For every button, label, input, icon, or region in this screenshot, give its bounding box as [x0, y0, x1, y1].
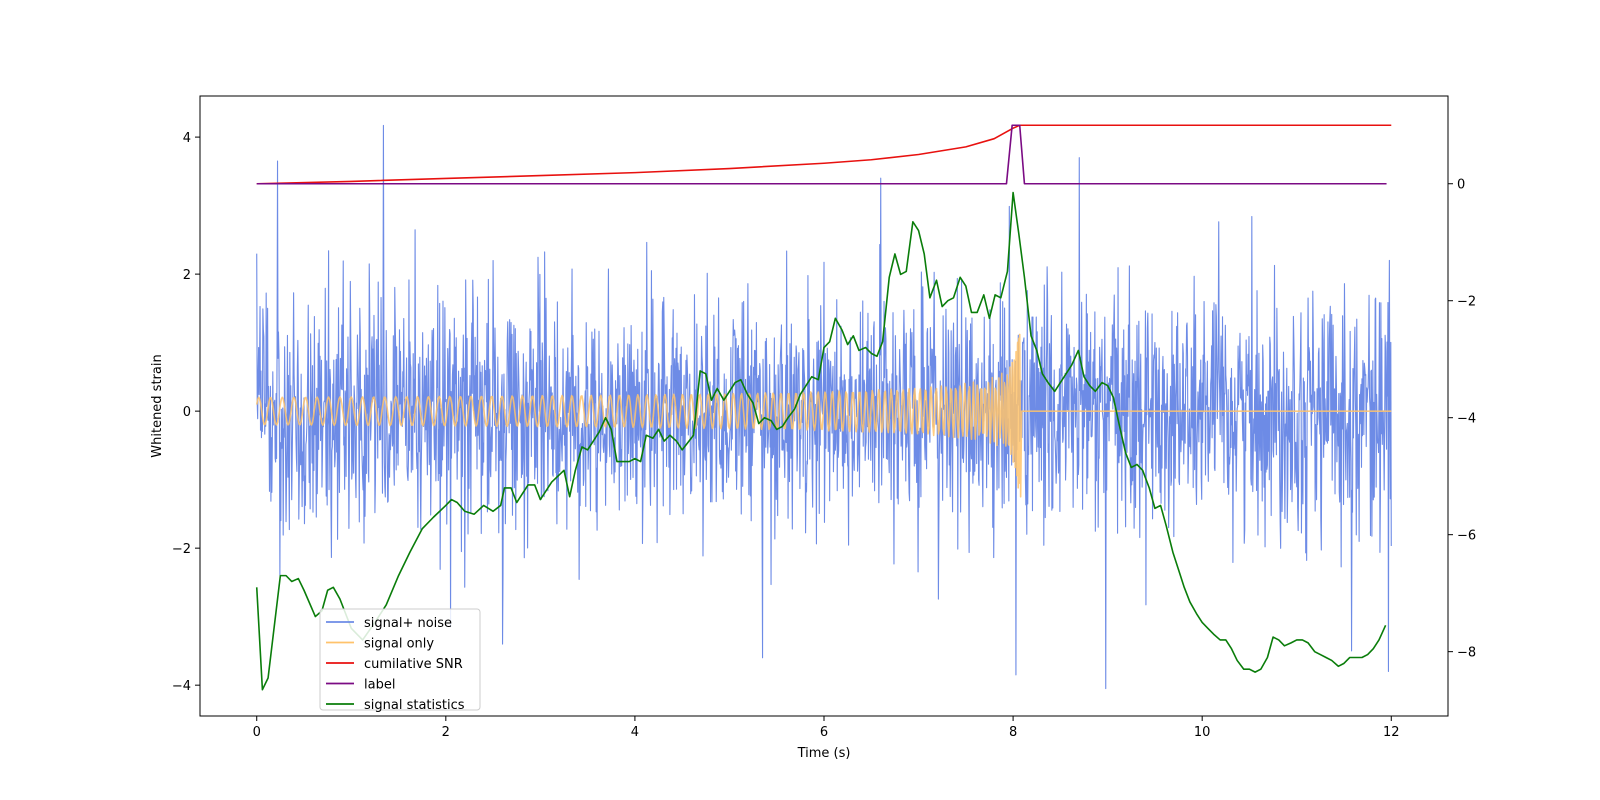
- y-tick-label: 2: [183, 268, 191, 283]
- y-tick-label: 0: [183, 405, 191, 420]
- legend: signal+ noise signal only cumilative SNR la…: [319, 608, 481, 713]
- legend-label-signal-noise: signal+ noise: [364, 616, 452, 631]
- legend-box: [319, 608, 481, 711]
- legend-label-signal-statistics: signal statistics: [364, 698, 465, 713]
- y-axis-left: −4 −2 0 2 4: [172, 131, 200, 694]
- y-tick-label: 4: [183, 131, 191, 146]
- y2-tick-label: −2: [1457, 295, 1476, 310]
- y-tick-label: −4: [172, 679, 191, 694]
- x-tick-label: 4: [631, 725, 639, 740]
- legend-label-cumilative-snr: cumilative SNR: [364, 657, 463, 672]
- x-axis: 0 2 4 6 8 10 12: [253, 716, 1400, 740]
- y2-tick-label: 0: [1457, 178, 1465, 193]
- y-axis-label: Whitened strain: [150, 354, 165, 457]
- legend-label-label: label: [364, 678, 395, 693]
- x-tick-label: 0: [253, 725, 261, 740]
- y-tick-label: −2: [172, 542, 191, 557]
- series-line-signal-noise: [256, 124, 1392, 690]
- series-line-signal-statistics: [255, 191, 1387, 691]
- series-line-signal-only: [255, 333, 1392, 498]
- y-axis-right: −8 −6 −4 −2 0: [1448, 178, 1476, 661]
- x-tick-label: 10: [1194, 725, 1211, 740]
- x-tick-label: 6: [820, 725, 828, 740]
- x-tick-label: 12: [1383, 725, 1400, 740]
- x-tick-label: 8: [1009, 725, 1017, 740]
- series-layer: [255, 124, 1392, 691]
- y2-tick-label: −4: [1457, 412, 1476, 427]
- series-line-label: [256, 124, 1387, 185]
- y2-tick-label: −6: [1457, 529, 1476, 544]
- legend-label-signal-only: signal only: [364, 637, 434, 652]
- y2-tick-label: −8: [1457, 646, 1476, 661]
- x-axis-label: Time (s): [797, 746, 851, 761]
- x-tick-label: 2: [442, 725, 450, 740]
- series-line-cumilative-snr: [256, 124, 1392, 185]
